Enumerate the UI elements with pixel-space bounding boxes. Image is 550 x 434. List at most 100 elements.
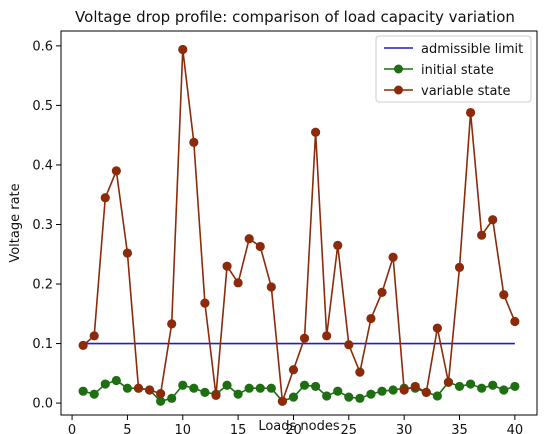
data-point-initial-state bbox=[333, 386, 343, 396]
x-axis-title: Loads nodes bbox=[258, 419, 340, 434]
y-axis-title: Voltage rate bbox=[8, 183, 23, 262]
x-tick-label: 40 bbox=[507, 423, 524, 434]
data-point-variable-state bbox=[311, 127, 321, 137]
data-point-variable-state bbox=[333, 240, 343, 250]
x-tick-label: 15 bbox=[230, 423, 247, 434]
data-point-initial-state bbox=[288, 392, 299, 402]
data-point-variable-state bbox=[89, 331, 99, 341]
data-point-variable-state bbox=[366, 313, 376, 324]
data-point-initial-state bbox=[189, 383, 199, 393]
x-tick-label: 0 bbox=[68, 423, 76, 434]
data-point-initial-state bbox=[510, 381, 520, 392]
data-point-initial-state bbox=[222, 380, 232, 390]
data-point-initial-state bbox=[488, 380, 498, 390]
data-point-variable-state bbox=[510, 316, 520, 327]
y-tick-label: 0.0 bbox=[32, 397, 53, 412]
data-point-initial-state bbox=[255, 383, 265, 393]
data-point-variable-state bbox=[200, 298, 210, 308]
y-tick-label: 0.6 bbox=[32, 39, 53, 54]
data-point-variable-state bbox=[78, 340, 88, 350]
data-point-initial-state bbox=[167, 393, 177, 403]
x-tick-label: 10 bbox=[174, 423, 191, 434]
y-tick-label: 0.5 bbox=[32, 99, 53, 114]
data-point-variable-state bbox=[167, 319, 177, 329]
chart-title: Voltage drop profile: comparison of load… bbox=[75, 8, 515, 26]
data-point-initial-state bbox=[233, 389, 243, 399]
data-point-initial-state bbox=[122, 383, 133, 393]
data-point-initial-state bbox=[89, 389, 99, 399]
data-point-initial-state bbox=[377, 386, 387, 396]
y-tick-label: 0.3 bbox=[32, 218, 53, 233]
data-point-initial-state bbox=[299, 380, 310, 390]
data-point-variable-state bbox=[122, 248, 133, 258]
data-point-initial-state bbox=[388, 385, 398, 395]
data-point-variable-state bbox=[488, 215, 498, 225]
y-tick-label: 0.1 bbox=[32, 337, 53, 352]
data-point-variable-state bbox=[244, 234, 254, 244]
data-point-initial-state bbox=[355, 393, 365, 403]
y-tick-label: 0.4 bbox=[32, 158, 53, 173]
data-point-variable-state bbox=[432, 323, 442, 333]
data-point-variable-state bbox=[421, 387, 431, 397]
data-point-variable-state bbox=[410, 381, 420, 392]
data-point-initial-state bbox=[111, 375, 121, 386]
y-tick-label: 0.2 bbox=[32, 278, 53, 293]
data-point-variable-state bbox=[266, 282, 276, 292]
data-point-initial-state bbox=[344, 392, 354, 402]
data-point-initial-state bbox=[432, 391, 442, 401]
data-point-variable-state bbox=[299, 333, 310, 343]
data-point-initial-state bbox=[244, 383, 254, 393]
data-point-variable-state bbox=[233, 278, 243, 288]
legend: admissible limit initial state variable … bbox=[375, 35, 532, 103]
data-point-initial-state bbox=[465, 379, 476, 389]
x-tick-label: 35 bbox=[451, 423, 468, 434]
data-point-initial-state bbox=[156, 396, 166, 406]
series-line-variable-state bbox=[82, 49, 516, 402]
data-point-variable-state bbox=[399, 385, 409, 395]
x-tick-label: 30 bbox=[396, 423, 413, 434]
data-point-initial-state bbox=[200, 387, 210, 397]
data-point-variable-state bbox=[454, 262, 465, 272]
x-tick-label: 20 bbox=[285, 423, 302, 434]
data-point-variable-state bbox=[477, 230, 487, 240]
data-point-initial-state bbox=[178, 380, 188, 390]
plot-frame bbox=[60, 30, 538, 416]
data-point-variable-state bbox=[465, 107, 476, 118]
data-point-initial-state bbox=[477, 383, 487, 393]
data-point-variable-state bbox=[100, 193, 110, 203]
data-point-initial-state bbox=[499, 385, 509, 395]
legend-label-variable-state: variable state bbox=[421, 84, 511, 99]
data-point-variable-state bbox=[222, 261, 232, 271]
data-point-variable-state bbox=[388, 252, 398, 262]
data-point-initial-state bbox=[322, 391, 332, 401]
data-point-variable-state bbox=[288, 365, 299, 375]
data-point-variable-state bbox=[377, 287, 387, 297]
legend-box bbox=[375, 35, 532, 103]
legend-marker-variable-state bbox=[394, 85, 403, 95]
x-tick-label: 25 bbox=[341, 423, 358, 434]
data-point-variable-state bbox=[322, 331, 332, 341]
data-point-variable-state bbox=[443, 377, 454, 387]
x-tick-label: 5 bbox=[123, 423, 131, 434]
series-line-initial-state bbox=[82, 379, 516, 403]
data-point-variable-state bbox=[133, 383, 144, 393]
data-point-variable-state bbox=[189, 137, 199, 147]
data-point-variable-state bbox=[211, 390, 221, 400]
data-point-initial-state bbox=[311, 381, 321, 392]
legend-label-admissible-limit: admissible limit bbox=[421, 42, 523, 57]
data-point-initial-state bbox=[78, 386, 88, 396]
data-point-variable-state bbox=[344, 340, 354, 350]
data-point-initial-state bbox=[454, 381, 465, 392]
data-point-variable-state bbox=[355, 367, 365, 377]
legend-label-initial-state: initial state bbox=[421, 63, 494, 78]
data-point-variable-state bbox=[499, 290, 509, 300]
data-point-initial-state bbox=[100, 379, 110, 389]
legend-marker-initial-state bbox=[394, 64, 403, 74]
data-point-variable-state bbox=[178, 44, 188, 55]
data-point-variable-state bbox=[277, 396, 287, 406]
data-point-variable-state bbox=[144, 385, 155, 395]
data-point-variable-state bbox=[111, 166, 121, 176]
data-point-variable-state bbox=[156, 388, 166, 399]
data-point-initial-state bbox=[366, 389, 376, 399]
